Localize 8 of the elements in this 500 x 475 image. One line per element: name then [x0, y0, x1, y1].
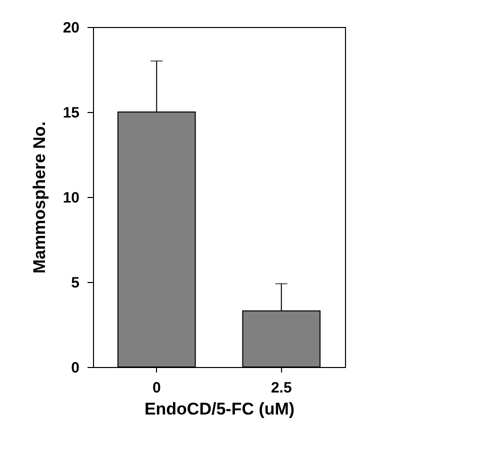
x-tick-label: 2.5: [270, 380, 292, 396]
y-axis-title: Mammosphere No.: [30, 121, 49, 274]
y-tick-label: 0: [71, 360, 80, 376]
y-tick-label: 15: [62, 104, 80, 122]
y-tick-label: 5: [71, 274, 80, 292]
y-tick-label: 20: [62, 20, 80, 36]
x-axis-title: EndoCD/5-FC (uM): [144, 400, 295, 418]
y-tick-label: 10: [62, 190, 80, 206]
